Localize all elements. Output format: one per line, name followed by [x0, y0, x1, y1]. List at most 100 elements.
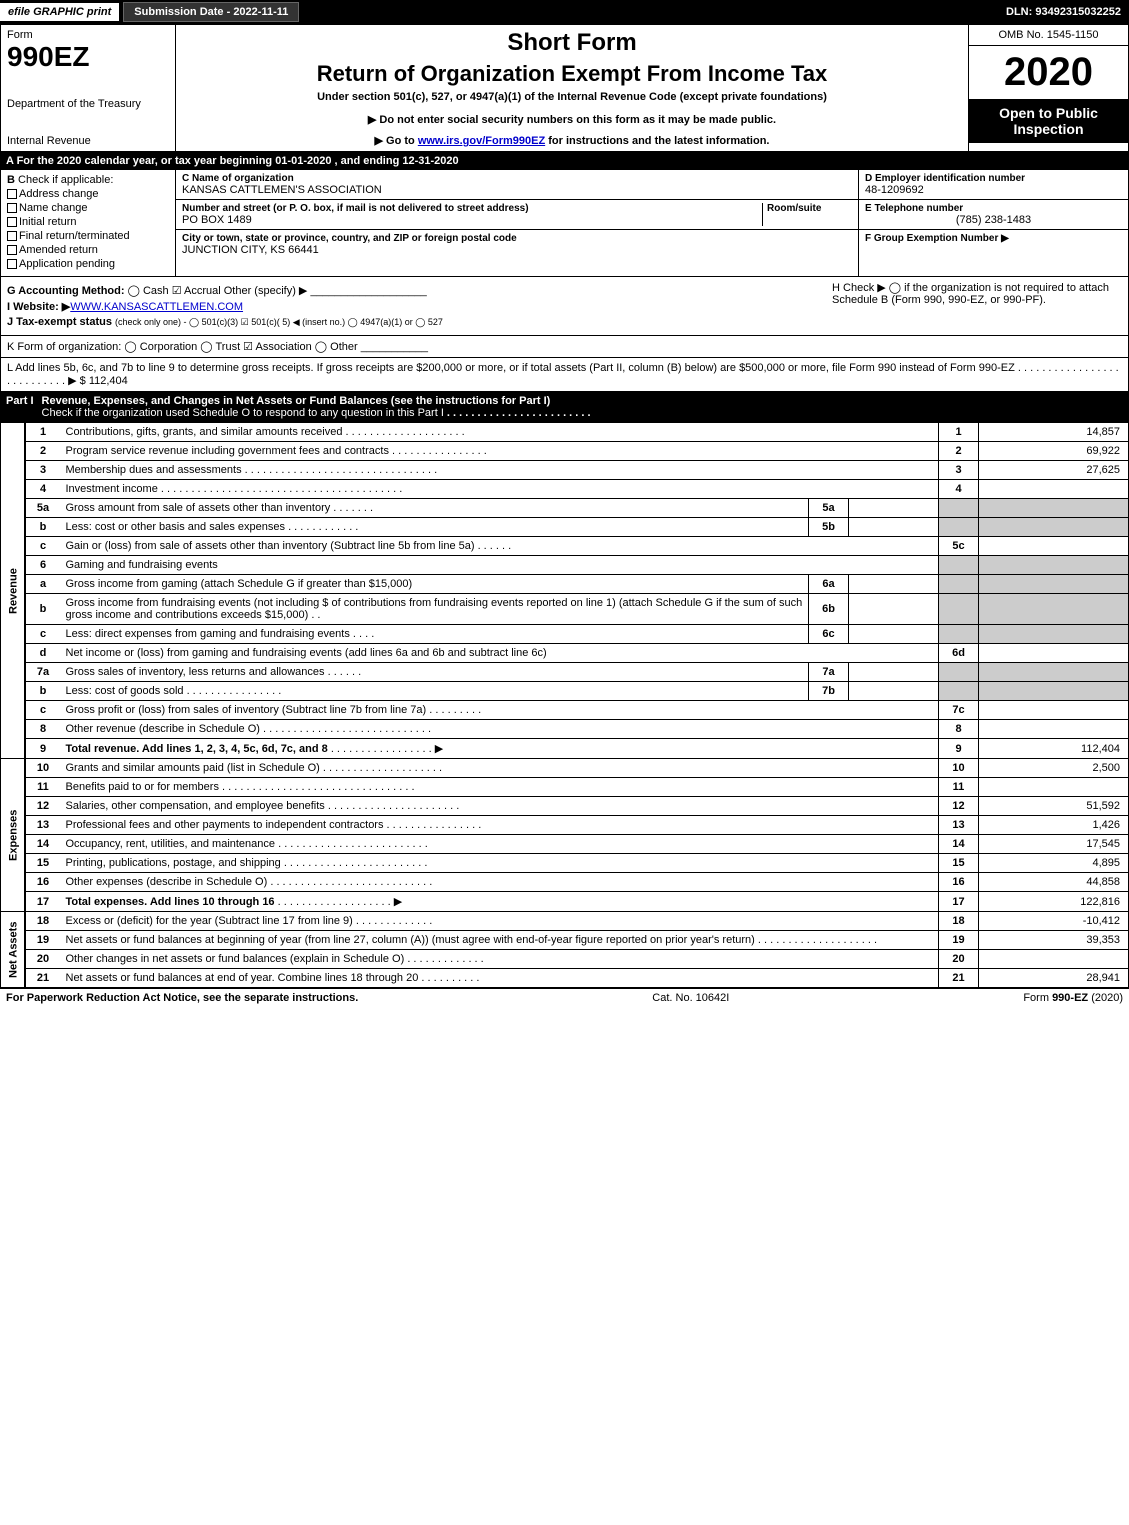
website-link[interactable]: WWW.KANSASCATTLEMEN.COM: [70, 301, 243, 313]
g-options: ◯ Cash ☑ Accrual Other (specify) ▶: [128, 285, 308, 297]
line-6-num: 6: [25, 556, 61, 575]
check-final-return[interactable]: Final return/terminated: [7, 230, 169, 242]
k-text: ◯ Corporation ◯ Trust ☑ Association ◯ Ot…: [124, 341, 357, 353]
line-18-desc: Excess or (deficit) for the year (Subtra…: [66, 915, 353, 927]
line-14-val: 17,545: [979, 835, 1129, 854]
form-word: Form: [7, 29, 169, 41]
line-6c-shaded-val: [979, 625, 1129, 644]
form-subtitle: Under section 501(c), 527, or 4947(a)(1)…: [184, 91, 960, 103]
g-label: G Accounting Method:: [7, 285, 125, 297]
line-5c-desc: Gain or (loss) from sale of assets other…: [66, 540, 475, 552]
lines-table: Revenue 1 Contributions, gifts, grants, …: [0, 422, 1129, 988]
line-3-desc: Membership dues and assessments: [66, 464, 242, 476]
line-7b-num: b: [25, 682, 61, 701]
line-7a-subval: [849, 663, 939, 682]
line-18-val: -10,412: [979, 912, 1129, 931]
form-header-center: Short Form Return of Organization Exempt…: [176, 25, 968, 151]
line-1-val: 14,857: [979, 423, 1129, 442]
line-5a-num: 5a: [25, 499, 61, 518]
line-2-num: 2: [25, 442, 61, 461]
line-6d-col: 6d: [939, 644, 979, 663]
expenses-sidebar: Expenses: [1, 759, 25, 912]
l-row: L Add lines 5b, 6c, and 7b to line 9 to …: [0, 358, 1129, 392]
line-7b-shaded: [939, 682, 979, 701]
j-label: J Tax-exempt status: [7, 316, 112, 328]
check-name-change[interactable]: Name change: [7, 202, 169, 214]
line-10-val: 2,500: [979, 759, 1129, 778]
line-12-val: 51,592: [979, 797, 1129, 816]
line-16-col: 16: [939, 873, 979, 892]
line-8-num: 8: [25, 720, 61, 739]
line-3-num: 3: [25, 461, 61, 480]
netassets-sidebar: Net Assets: [1, 912, 25, 988]
form-header-right: OMB No. 1545-1150 2020 Open to Public In…: [968, 25, 1128, 151]
line-20-val: [979, 950, 1129, 969]
line-5a-shaded: [939, 499, 979, 518]
f-label: F Group Exemption Number ▶: [865, 233, 1122, 244]
line-8-col: 8: [939, 720, 979, 739]
h-label: H: [832, 282, 840, 294]
line-6-shaded-val: [979, 556, 1129, 575]
line-9-arrow: ▶: [435, 743, 443, 755]
j-text: (check only one) - ◯ 501(c)(3) ☑ 501(c)(…: [115, 317, 443, 327]
dln-label: DLN: 93492315032252: [998, 3, 1129, 21]
line-21-val: 28,941: [979, 969, 1129, 988]
check-amended-return[interactable]: Amended return: [7, 244, 169, 256]
org-name: KANSAS CATTLEMEN'S ASSOCIATION: [182, 184, 852, 196]
section-a-period: A For the 2020 calendar year, or tax yea…: [0, 152, 1129, 170]
section-b-checks: B Check if applicable: Address change Na…: [1, 170, 176, 276]
line-16-num: 16: [25, 873, 61, 892]
below-block: G Accounting Method: ◯ Cash ☑ Accrual Ot…: [0, 277, 1129, 336]
dept-irs: Internal Revenue: [7, 135, 169, 147]
line-17-arrow: ▶: [394, 896, 402, 908]
line-6c-sub: 6c: [809, 625, 849, 644]
line-6b-shaded-val: [979, 594, 1129, 625]
line-9-desc: Total revenue. Add lines 1, 2, 3, 4, 5c,…: [66, 743, 328, 755]
open-inspection: Open to Public Inspection: [969, 99, 1128, 143]
line-9-val: 112,404: [979, 739, 1129, 759]
form-number: 990EZ: [7, 41, 169, 73]
k-row: K Form of organization: ◯ Corporation ◯ …: [0, 336, 1129, 358]
check-initial-return[interactable]: Initial return: [7, 216, 169, 228]
line-6-shaded: [939, 556, 979, 575]
ssn-warning: ▶ Do not enter social security numbers o…: [184, 113, 960, 126]
line-6-desc: Gaming and fundraising events: [66, 559, 218, 571]
line-18-num: 18: [25, 912, 61, 931]
line-9-num: 9: [25, 739, 61, 759]
line-5c-num: c: [25, 537, 61, 556]
line-5a-sub: 5a: [809, 499, 849, 518]
line-7b-shaded-val: [979, 682, 1129, 701]
line-5b-subval: [849, 518, 939, 537]
line-15-val: 4,895: [979, 854, 1129, 873]
info-block: B Check if applicable: Address change Na…: [0, 170, 1129, 277]
part1-schedule-o-check[interactable]: [1111, 395, 1123, 419]
line-19-desc: Net assets or fund balances at beginning…: [66, 934, 755, 946]
line-13-num: 13: [25, 816, 61, 835]
line-5a-subval: [849, 499, 939, 518]
line-7b-desc: Less: cost of goods sold: [66, 685, 184, 697]
line-2-val: 69,922: [979, 442, 1129, 461]
check-address-change[interactable]: Address change: [7, 188, 169, 200]
form-header-left: Form 990EZ Department of the Treasury In…: [1, 25, 176, 151]
e-label: E Telephone number: [865, 203, 1122, 214]
line-6c-shaded: [939, 625, 979, 644]
submission-date[interactable]: Submission Date - 2022-11-11: [123, 2, 299, 22]
line-6b-sub: 6b: [809, 594, 849, 625]
instructions-link-line: ▶ Go to www.irs.gov/Form990EZ for instru…: [184, 134, 960, 147]
line-6d-desc: Net income or (loss) from gaming and fun…: [66, 647, 547, 659]
line-20-desc: Other changes in net assets or fund bala…: [66, 953, 405, 965]
check-application-pending[interactable]: Application pending: [7, 258, 169, 270]
line-12-col: 12: [939, 797, 979, 816]
k-label: K Form of organization:: [7, 341, 121, 353]
line-13-val: 1,426: [979, 816, 1129, 835]
top-bar: efile GRAPHIC print Submission Date - 20…: [0, 0, 1129, 24]
line-13-col: 13: [939, 816, 979, 835]
part1-label: Part I: [6, 395, 42, 419]
instructions-link[interactable]: www.irs.gov/Form990EZ: [418, 135, 545, 147]
line-6c-desc: Less: direct expenses from gaming and fu…: [66, 628, 350, 640]
l-text: L Add lines 5b, 6c, and 7b to line 9 to …: [7, 362, 1015, 374]
line-17-col: 17: [939, 892, 979, 912]
efile-label[interactable]: efile GRAPHIC print: [0, 3, 119, 21]
line-6a-subval: [849, 575, 939, 594]
line-5a-shaded-val: [979, 499, 1129, 518]
